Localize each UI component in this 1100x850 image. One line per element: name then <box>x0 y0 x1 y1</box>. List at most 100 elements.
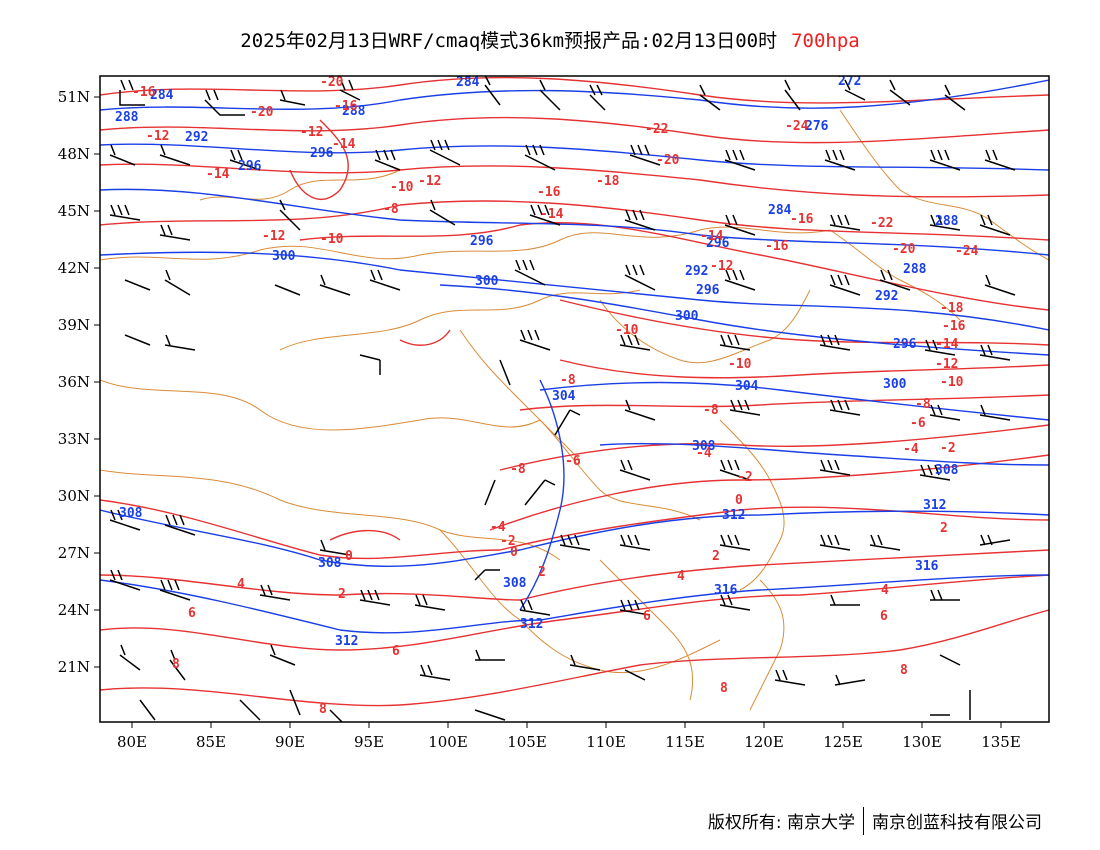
temperature-label: 6 <box>392 644 400 659</box>
height-label: 288 <box>342 104 366 119</box>
temperature-label: 4 <box>237 577 245 592</box>
height-label: 308 <box>935 463 959 478</box>
temperature-label: -22 <box>870 216 893 231</box>
lat-tick-label: 51N <box>58 88 90 106</box>
temperature-label: -10 <box>940 375 964 390</box>
lon-tick-label: 120E <box>744 733 784 751</box>
height-label: 296 <box>310 146 334 161</box>
lat-tick-marks <box>94 96 100 668</box>
map-frame <box>99 75 1050 723</box>
temperature-label: -4 <box>490 520 506 535</box>
temperature-label: 8 <box>900 663 908 678</box>
lon-tick-label: 80E <box>117 733 147 751</box>
temperature-label: -14 <box>332 137 356 152</box>
temperature-label: 8 <box>319 702 327 717</box>
height-label: 284 <box>456 75 480 90</box>
lon-tick-label: 85E <box>196 733 226 751</box>
temperature-label: -16 <box>942 319 966 334</box>
lat-tick-label: 27N <box>58 544 90 562</box>
lat-tick-label: 21N <box>58 658 90 676</box>
temperature-label: -24 <box>955 244 979 259</box>
lat-tick-label: 33N <box>58 430 90 448</box>
lat-tick-label: 45N <box>58 202 90 220</box>
company-name: 南京创蓝科技有限公司 <box>872 813 1042 833</box>
title-main: 2025年02月13日WRF/cmaq模式36km预报产品:02月13日00时 <box>240 30 778 52</box>
height-label: 304 <box>552 389 576 404</box>
temperature-label: -16 <box>765 239 789 254</box>
temperature-label: -2 <box>940 441 956 456</box>
height-label: 276 <box>805 119 829 134</box>
temperature-label: -14 <box>700 229 724 244</box>
temperature-label: -20 <box>656 153 680 168</box>
height-label: 284 <box>150 88 174 103</box>
temperature-label: 2 <box>338 587 346 602</box>
temperature-label: -20 <box>892 242 916 257</box>
temperature-label: -4 <box>903 442 919 457</box>
temperature-label: 8 <box>172 657 180 672</box>
lat-tick-label: 42N <box>58 259 90 277</box>
temperature-label: 2 <box>940 521 948 536</box>
footer-separator <box>863 807 864 835</box>
temperature-label: 4 <box>677 569 685 584</box>
temperature-label: -14 <box>935 337 959 352</box>
temperature-label: -20 <box>250 105 274 120</box>
temperature-label: 6 <box>188 606 196 621</box>
temperature-label: -6 <box>910 416 926 431</box>
temperature-label: -10 <box>615 323 639 338</box>
temperature-label: -24 <box>785 119 809 134</box>
temperature-label: -10 <box>728 357 752 372</box>
temperature-label: 6 <box>880 609 888 624</box>
temperature-label: -16 <box>334 99 358 114</box>
lon-tick-label: 115E <box>665 733 705 751</box>
temperature-label: 0 <box>345 549 353 564</box>
temperature-label: 0 <box>735 493 743 508</box>
height-label: 288 <box>935 214 959 229</box>
height-label: 292 <box>875 289 898 304</box>
temperature-label: -8 <box>703 403 719 418</box>
temperature-label: -10 <box>320 232 344 247</box>
temperature-label: -6 <box>565 454 581 469</box>
temperature-label: -8 <box>383 202 399 217</box>
lon-tick-marks <box>131 722 1002 728</box>
temperature-label: 2 <box>538 565 546 580</box>
temperature-label: -16 <box>537 185 561 200</box>
height-label: 316 <box>714 583 738 598</box>
temperature-label: -2 <box>500 534 516 549</box>
height-label: 308 <box>119 506 143 521</box>
temperature-label: -14 <box>206 167 230 182</box>
temperature-label: -16 <box>132 85 156 100</box>
lat-tick-label: 39N <box>58 316 90 334</box>
lat-tick-label: 24N <box>58 601 90 619</box>
temperature-label: -14 <box>540 207 564 222</box>
lon-tick-label: 90E <box>275 733 305 751</box>
height-label: 300 <box>883 377 907 392</box>
height-label: 288 <box>115 110 139 125</box>
temperature-label: -18 <box>596 174 620 189</box>
temperature-label: -12 <box>262 229 285 244</box>
lon-tick-label: 100E <box>428 733 468 751</box>
lat-tick-label: 48N <box>58 145 90 163</box>
temperature-label: -10 <box>390 180 414 195</box>
temperature-label: -20 <box>320 75 344 90</box>
lon-tick-label: 95E <box>354 733 384 751</box>
height-label: 312 <box>923 498 946 513</box>
lon-tick-label: 130E <box>902 733 942 751</box>
lon-tick-label: 110E <box>586 733 626 751</box>
temperature-label: -8 <box>560 373 576 388</box>
height-label: 308 <box>503 576 527 591</box>
temperature-contours <box>100 76 1049 707</box>
temperature-label: -8 <box>915 397 931 412</box>
temperature-label: -22 <box>645 122 668 137</box>
height-label: 296 <box>893 337 917 352</box>
lon-tick-labels: 80E 85E 90E 95E 100E 105E 110E 115E 120E… <box>117 733 1021 751</box>
height-label: 284 <box>768 203 792 218</box>
map-title: 2025年02月13日WRF/cmaq模式36km预报产品:02月13日00时 7… <box>0 26 1100 53</box>
lat-tick-labels: 51N 48N 45N 42N 39N 36N 33N 30N 27N 24N … <box>58 88 90 676</box>
copyright-footer: 版权所有: 南京大学 南京创蓝科技有限公司 <box>708 807 1042 837</box>
height-label: 308 <box>318 556 342 571</box>
temperature-label: -12 <box>300 125 323 140</box>
temperature-label: -12 <box>418 174 441 189</box>
temperature-label: 4 <box>881 583 889 598</box>
temperature-label: 0 <box>510 545 518 560</box>
height-labels: 288 284 292 296 288 284 300 296 300 304 … <box>115 75 959 649</box>
